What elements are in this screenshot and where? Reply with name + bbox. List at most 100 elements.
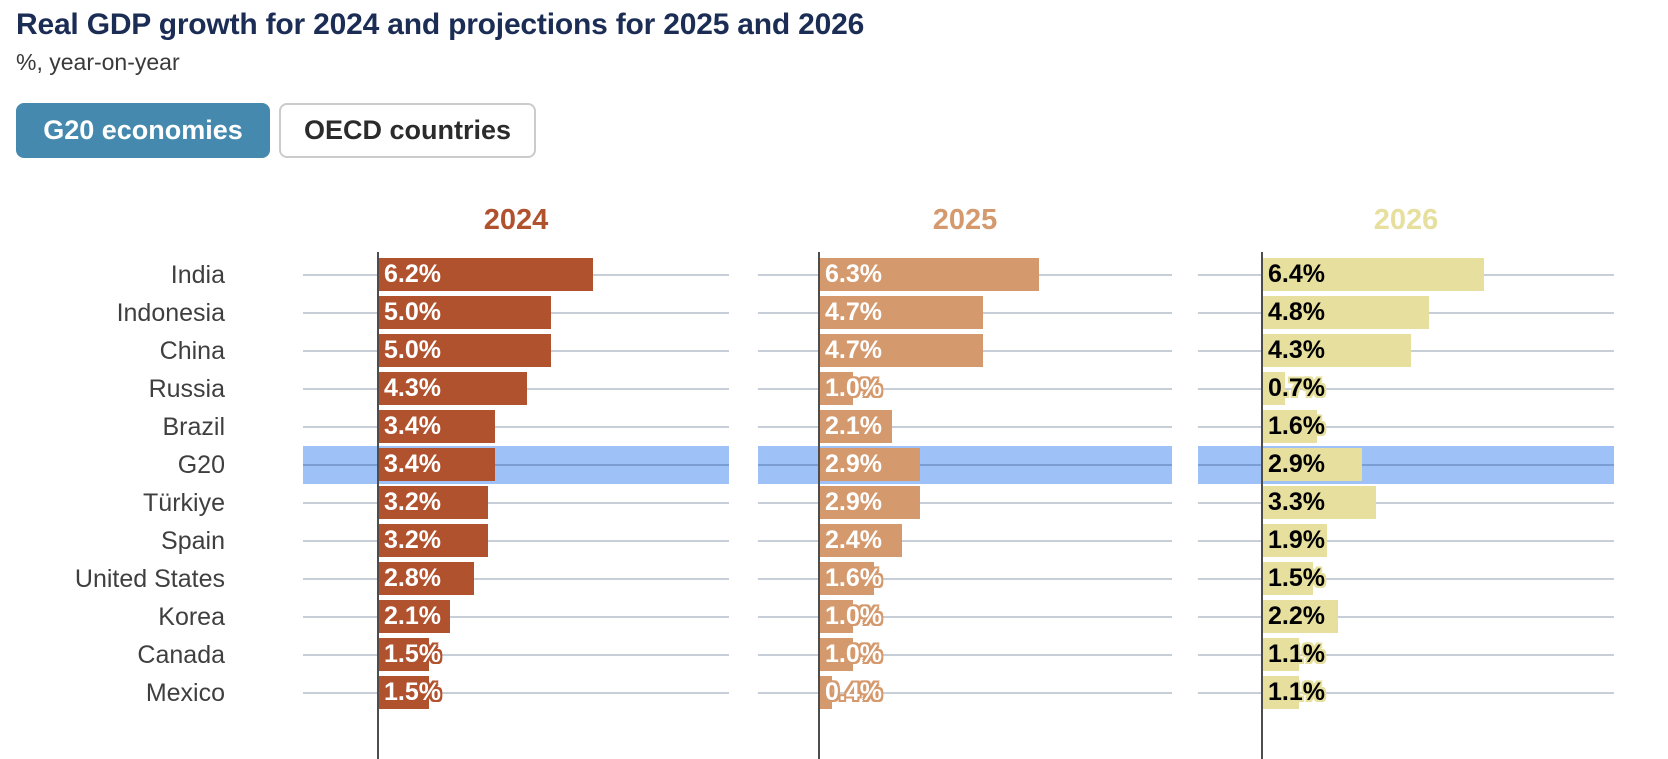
- bar-value-label: 1.1%: [1268, 678, 1325, 706]
- bar[interactable]: 3.2%: [377, 486, 489, 519]
- gridline: [1198, 616, 1614, 618]
- bar-value-label: 2.1%: [384, 602, 441, 630]
- bar[interactable]: 4.3%: [377, 372, 527, 405]
- gridline: [758, 426, 1172, 428]
- chart-cell: 1.5%: [303, 636, 729, 674]
- bar-value-label: 1.1%: [1268, 640, 1325, 668]
- chart-cell: 1.0%: [758, 598, 1172, 636]
- chart-cell: 2.9%: [758, 484, 1172, 522]
- bar[interactable]: 2.1%: [377, 600, 451, 633]
- gridline: [303, 540, 729, 542]
- bar-value-label: 3.3%: [1268, 488, 1325, 516]
- bar[interactable]: 2.9%: [1261, 448, 1363, 481]
- country-label: Canada: [137, 641, 225, 669]
- column-header-2026: 2026: [1373, 204, 1439, 236]
- bar-value-label: 5.0%: [384, 336, 441, 364]
- gridline: [758, 692, 1172, 694]
- bar[interactable]: 1.1%: [1261, 676, 1325, 709]
- toggle-oecd-countries-button[interactable]: OECD countries: [279, 103, 536, 158]
- bar-value-label: 3.4%: [384, 450, 441, 478]
- gridline: [1198, 540, 1614, 542]
- gridline: [1198, 692, 1614, 694]
- bar[interactable]: 2.1%: [818, 410, 892, 443]
- bar[interactable]: 1.5%: [377, 676, 441, 709]
- bar-value-label: 1.9%: [1268, 526, 1325, 554]
- bar[interactable]: 6.2%: [377, 258, 593, 291]
- bar[interactable]: 1.6%: [1261, 410, 1325, 443]
- gridline: [1198, 654, 1614, 656]
- chart-cell: 4.3%: [1198, 332, 1614, 370]
- gridline: [758, 616, 1172, 618]
- chart-row: China 5.0% 4.7% 4.3%: [0, 332, 1614, 370]
- page-title: Real GDP growth for 2024 and projections…: [16, 8, 865, 41]
- chart-cell: 1.5%: [303, 674, 729, 712]
- gridline: [1198, 578, 1614, 580]
- gridline: [303, 464, 729, 466]
- toggle-g20-economies-button[interactable]: G20 economies: [16, 103, 270, 158]
- chart-cell-highlighted: 2.9%: [758, 446, 1172, 484]
- bar[interactable]: 3.2%: [377, 524, 489, 557]
- bar-value-label: 4.3%: [384, 374, 441, 402]
- bar-value-label: 4.8%: [1268, 298, 1325, 326]
- gridline: [758, 464, 1172, 466]
- chart-rows: India 6.2% 6.3% 6.4% Indonesia 5.0% 4.7% 4.8% Ch…: [0, 256, 1614, 712]
- country-label: Brazil: [162, 413, 225, 441]
- bar[interactable]: 3.3%: [1261, 486, 1377, 519]
- chart-cell: 4.7%: [758, 332, 1172, 370]
- bar[interactable]: 1.9%: [1261, 524, 1328, 557]
- bar[interactable]: 1.6%: [818, 562, 882, 595]
- bar-value-label: 4.7%: [825, 336, 882, 364]
- axis-line-2026: [1261, 252, 1263, 759]
- bar[interactable]: 2.8%: [377, 562, 475, 595]
- chart-cell: 1.5%: [1198, 560, 1614, 598]
- chart-cell: 2.8%: [303, 560, 729, 598]
- chart-cell: 0.4%: [758, 674, 1172, 712]
- bar-value-label: 3.2%: [384, 488, 441, 516]
- country-label: Indonesia: [116, 299, 225, 327]
- dataset-toggle-group: G20 economies OECD countries: [16, 103, 536, 158]
- country-label: Mexico: [145, 679, 225, 707]
- bar[interactable]: 4.7%: [818, 296, 983, 329]
- gridline: [758, 540, 1172, 542]
- bar[interactable]: 0.7%: [1261, 372, 1325, 405]
- chart-cell: 1.6%: [1198, 408, 1614, 446]
- bar[interactable]: 1.0%: [818, 600, 882, 633]
- chart-row: Brazil 3.4% 2.1% 1.6%: [0, 408, 1614, 446]
- country-label: Korea: [158, 603, 225, 631]
- chart-cell: 2.4%: [758, 522, 1172, 560]
- bar[interactable]: 4.7%: [818, 334, 983, 367]
- bar[interactable]: 2.2%: [1261, 600, 1338, 633]
- bar-value-label: 1.6%: [825, 564, 882, 592]
- bar[interactable]: 6.3%: [818, 258, 1039, 291]
- chart-cell: 1.1%: [1198, 674, 1614, 712]
- bar[interactable]: 5.0%: [377, 334, 551, 367]
- bar[interactable]: 1.1%: [1261, 638, 1325, 671]
- bar[interactable]: 3.4%: [377, 448, 496, 481]
- bar[interactable]: 5.0%: [377, 296, 551, 329]
- bar[interactable]: 4.8%: [1261, 296, 1429, 329]
- bar[interactable]: 0.4%: [818, 676, 882, 709]
- chart-cell: 4.3%: [303, 370, 729, 408]
- bar[interactable]: 6.4%: [1261, 258, 1485, 291]
- bar-value-label: 4.3%: [1268, 336, 1325, 364]
- chart-cell: 4.7%: [758, 294, 1172, 332]
- bar-value-label: 1.6%: [1268, 412, 1325, 440]
- country-label: United States: [74, 565, 225, 593]
- bar[interactable]: 1.5%: [377, 638, 441, 671]
- bar[interactable]: 2.4%: [818, 524, 902, 557]
- chart-row: Russia 4.3% 1.0% 0.7%: [0, 370, 1614, 408]
- bar-value-label: 1.5%: [384, 640, 441, 668]
- gridline: [303, 692, 729, 694]
- chart-cell: 6.3%: [758, 256, 1172, 294]
- chart-cell: 1.6%: [758, 560, 1172, 598]
- bar-value-label: 1.5%: [384, 678, 441, 706]
- bar[interactable]: 2.9%: [818, 486, 920, 519]
- bar[interactable]: 2.9%: [818, 448, 920, 481]
- bar[interactable]: 1.5%: [1261, 562, 1325, 595]
- bar[interactable]: 1.0%: [818, 638, 882, 671]
- bar[interactable]: 3.4%: [377, 410, 496, 443]
- page-subtitle: %, year-on-year: [16, 49, 180, 75]
- bar[interactable]: 4.3%: [1261, 334, 1412, 367]
- bar[interactable]: 1.0%: [818, 372, 882, 405]
- country-label: G20: [177, 451, 225, 479]
